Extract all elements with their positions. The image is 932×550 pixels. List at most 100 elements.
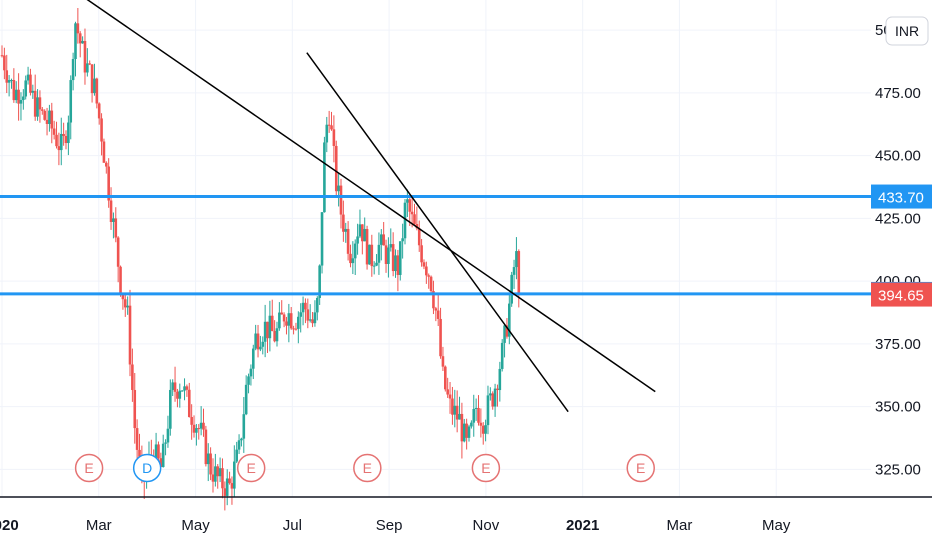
candle-body	[481, 425, 485, 434]
candle-body	[55, 134, 58, 147]
candle-body	[225, 478, 229, 496]
candle-body	[33, 90, 37, 117]
candle	[59, 117, 63, 166]
candle-body	[477, 407, 480, 423]
candle-body	[306, 309, 310, 321]
candle-body	[375, 262, 378, 266]
candle-body	[334, 145, 338, 192]
candle	[93, 63, 96, 96]
candle-body	[24, 80, 28, 97]
candle	[71, 52, 75, 91]
candle-body	[159, 458, 163, 468]
candle-body	[176, 391, 179, 399]
y-tick-label: 325.00	[875, 461, 921, 478]
candle	[422, 259, 426, 270]
earnings-marker[interactable]: E	[74, 453, 104, 483]
candle-body	[270, 315, 274, 331]
candle	[123, 292, 127, 317]
level-price-tag-box	[871, 184, 932, 209]
candle	[403, 199, 407, 245]
candle	[242, 397, 246, 453]
candle-body	[45, 119, 49, 124]
currency-button[interactable]: INR	[885, 16, 929, 46]
candle-body	[408, 199, 412, 212]
candle	[270, 299, 274, 332]
trendline[interactable]	[306, 52, 569, 413]
candle-body	[517, 251, 521, 295]
candle	[237, 434, 241, 454]
candle-body	[417, 228, 421, 246]
candle-body	[76, 23, 80, 34]
earnings-marker[interactable]: E	[626, 453, 655, 483]
dividend-marker[interactable]: D	[132, 453, 162, 483]
candle	[282, 312, 286, 328]
candle-body	[353, 243, 357, 259]
event-circle	[353, 453, 382, 483]
candle	[261, 336, 265, 355]
candle	[209, 447, 212, 481]
candle	[304, 298, 307, 324]
candle-body	[451, 398, 454, 415]
candle-body	[251, 348, 255, 369]
candle	[19, 92, 23, 121]
candle	[223, 481, 227, 511]
candle	[178, 383, 182, 408]
candle	[455, 390, 459, 433]
candle	[287, 303, 291, 343]
candle-body	[512, 267, 516, 275]
candle	[64, 130, 68, 150]
candle	[36, 89, 39, 121]
candle-body	[493, 388, 497, 407]
candle-body	[413, 214, 416, 224]
candle-body	[299, 312, 302, 317]
candle	[496, 384, 499, 407]
candle	[105, 161, 108, 174]
candle-body	[361, 224, 364, 242]
candle-body	[206, 453, 210, 465]
candle-body	[403, 202, 407, 239]
candle-body	[382, 234, 385, 246]
candle	[515, 237, 518, 280]
candle-body	[57, 146, 61, 151]
candle	[50, 102, 54, 144]
candle-body	[185, 386, 189, 390]
candle-body	[242, 414, 246, 439]
candle-body	[370, 244, 374, 267]
event-circle	[626, 453, 655, 483]
candle	[308, 304, 312, 323]
candle-body	[112, 218, 115, 222]
candle	[225, 469, 229, 506]
candle-body	[491, 393, 495, 407]
candle	[43, 109, 46, 121]
candle	[14, 81, 18, 104]
earnings-marker[interactable]: E	[353, 453, 382, 483]
candle-body	[398, 241, 402, 275]
candle-body	[183, 386, 186, 391]
earnings-marker[interactable]: E	[236, 453, 266, 483]
candle	[323, 136, 326, 213]
candle-body	[214, 466, 217, 482]
candle	[508, 292, 511, 345]
candle	[216, 464, 220, 489]
candle	[320, 212, 324, 274]
earnings-marker[interactable]: E	[471, 453, 501, 483]
candle-body	[100, 118, 103, 142]
candle	[489, 387, 492, 401]
candle	[289, 307, 293, 330]
candle-body	[81, 40, 84, 44]
candle	[375, 254, 378, 267]
candle	[493, 383, 497, 417]
candle	[446, 377, 449, 398]
candle-body	[470, 422, 473, 427]
candle	[69, 75, 73, 140]
candle-body	[508, 303, 511, 337]
candle-body	[391, 244, 395, 272]
candle	[351, 241, 355, 275]
candle	[451, 386, 454, 425]
candle	[62, 122, 65, 146]
trendline[interactable]	[84, 0, 656, 393]
candle-body	[237, 440, 241, 450]
candle-body	[503, 325, 506, 343]
